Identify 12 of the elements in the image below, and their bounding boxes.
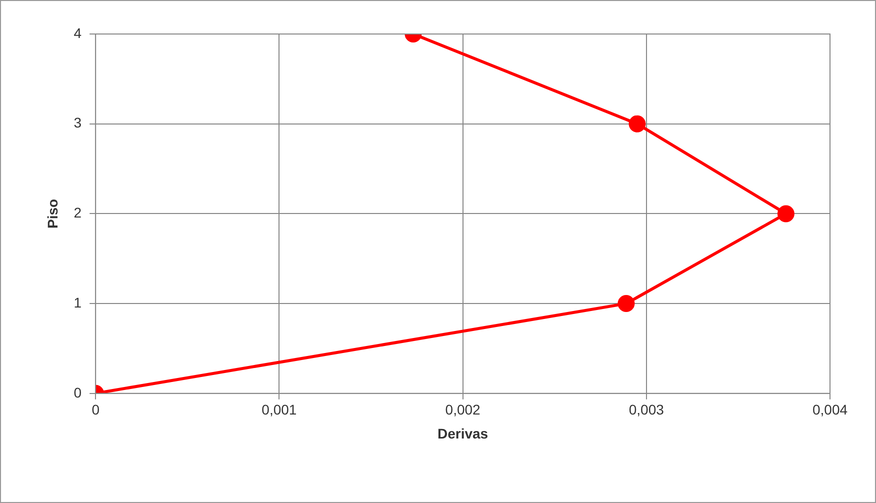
x-tick-label: 0	[92, 402, 100, 418]
x-tick-label: 0,003	[628, 402, 664, 418]
y-tick-label: 2	[74, 204, 82, 221]
y-axis-title: Piso	[44, 198, 60, 228]
y-tick-label: 0	[74, 384, 82, 400]
x-tick-label: 0,001	[262, 402, 297, 418]
y-tick-label: 1	[74, 294, 82, 310]
y-tick-label: 4	[74, 24, 82, 41]
y-tick-label: 3	[74, 114, 82, 131]
x-tick-label: 0,004	[812, 402, 848, 418]
x-tick-label: 0,002	[445, 402, 481, 418]
x-axis-title: Derivas	[437, 425, 488, 442]
